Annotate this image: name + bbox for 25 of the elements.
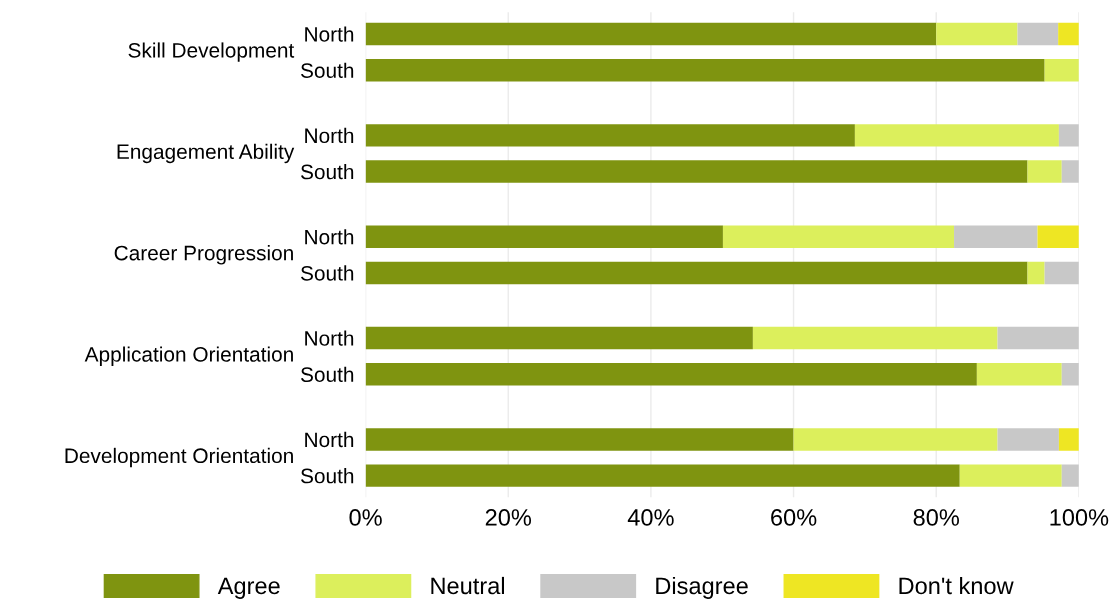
x-tick-label: 100% [1050, 509, 1109, 526]
x-tick-label: 80% [913, 509, 959, 526]
x-tick-label: 20% [485, 509, 532, 526]
y-tick-label: North [305, 229, 354, 245]
y-tick-label: South [300, 164, 354, 180]
x-tick-label: 60% [771, 509, 817, 526]
text: Engagement Ability [117, 143, 295, 164]
y-tick-label: South [300, 366, 354, 383]
x-tick-label: 40% [627, 509, 674, 526]
text: Skill Development [128, 42, 295, 62]
text: Application Orientation [84, 346, 293, 366]
legend-label: Neutral [431, 576, 504, 595]
y-tick-label: North [305, 26, 354, 42]
y-tick-label: South [300, 468, 354, 484]
legend-label: Disagree [656, 576, 748, 599]
x-tick-label: 0% [349, 509, 382, 526]
text: Development Orientation [65, 447, 293, 468]
y-tick-label: South [300, 265, 354, 281]
y-tick-label: North [305, 127, 354, 144]
y-tick-label: North [305, 330, 354, 346]
legend-label: Agree [217, 577, 280, 599]
legend-label: Don't know [899, 576, 1014, 595]
text: Career Progression [114, 245, 293, 265]
y-tick-label: North [305, 431, 354, 448]
y-tick-label: South [300, 62, 354, 78]
